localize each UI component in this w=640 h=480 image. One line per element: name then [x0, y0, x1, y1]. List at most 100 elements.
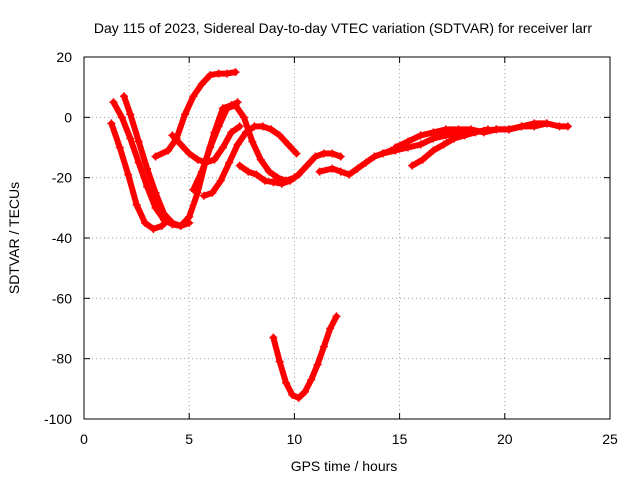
- data-point: [231, 68, 240, 77]
- data-point: [115, 143, 124, 152]
- data-point: [361, 158, 370, 167]
- data-point: [517, 122, 526, 131]
- data-point: [206, 71, 215, 80]
- data-point: [555, 122, 564, 131]
- data-point: [157, 221, 166, 230]
- data-point: [151, 152, 160, 161]
- y-tick-label: 20: [56, 49, 72, 65]
- data-point: [345, 170, 354, 179]
- data-point: [258, 122, 267, 131]
- plot-frame: [83, 56, 611, 420]
- data-point: [267, 125, 276, 134]
- data-point: [248, 137, 257, 146]
- data-point: [370, 152, 379, 161]
- data-point: [353, 164, 362, 173]
- data-point: [542, 119, 551, 128]
- data-point: [250, 122, 259, 131]
- data-point: [126, 110, 135, 119]
- data-point: [223, 69, 232, 78]
- data-point: [164, 146, 173, 155]
- x-tick-label: 5: [185, 431, 193, 447]
- x-tick-label: 10: [287, 431, 303, 447]
- data-point: [189, 185, 198, 194]
- data-point: [336, 167, 345, 176]
- data-point: [168, 131, 177, 140]
- data-point: [244, 167, 253, 176]
- data-point: [391, 146, 400, 155]
- data-point: [303, 161, 312, 170]
- data-point: [239, 113, 248, 122]
- y-tick-label: -40: [52, 230, 72, 246]
- data-point: [286, 176, 295, 185]
- data-point: [416, 131, 425, 140]
- x-tick-label: 0: [80, 431, 88, 447]
- data-point: [505, 125, 514, 134]
- series-track-7: [200, 123, 300, 199]
- data-point: [210, 155, 219, 164]
- data-point: [126, 134, 135, 143]
- data-point: [319, 342, 328, 351]
- data-point: [206, 143, 215, 152]
- data-point: [193, 155, 202, 164]
- data-point: [300, 387, 309, 396]
- data-point: [311, 152, 320, 161]
- data-point: [176, 140, 185, 149]
- y-tick-label: -20: [52, 170, 72, 186]
- data-point: [332, 312, 341, 321]
- data-point: [275, 357, 284, 366]
- data-point: [141, 218, 150, 227]
- data-point: [441, 131, 450, 140]
- chart-title: Day 115 of 2023, Sidereal Day-to-day VTE…: [94, 20, 593, 36]
- data-point: [294, 393, 303, 402]
- data-point: [185, 149, 194, 158]
- x-tick-label: 15: [392, 431, 408, 447]
- data-point: [408, 161, 417, 170]
- axis-ticks: 0 5 10 15 20 25 -100 -80 -60 -40 -20 0 20: [44, 49, 618, 447]
- data-point: [218, 143, 227, 152]
- data-point: [185, 218, 194, 227]
- series-track-4: [152, 69, 239, 160]
- data-point: [151, 203, 160, 212]
- data-point: [328, 164, 337, 173]
- data-point: [235, 161, 244, 170]
- data-point: [107, 119, 116, 128]
- data-point: [214, 122, 223, 131]
- data-point: [418, 155, 427, 164]
- data-point: [197, 80, 206, 89]
- data-point: [492, 125, 501, 134]
- data-point: [450, 134, 459, 143]
- x-tick-label: 20: [497, 431, 513, 447]
- data-point: [132, 200, 141, 209]
- data-point: [168, 218, 177, 227]
- data-point: [159, 209, 168, 218]
- data-point: [124, 170, 133, 179]
- data-point: [117, 113, 126, 122]
- data-point: [199, 191, 208, 200]
- data-point: [319, 149, 328, 158]
- data-point: [149, 224, 158, 233]
- data-point: [284, 140, 293, 149]
- data-point: [225, 158, 234, 167]
- data-point: [328, 149, 337, 158]
- data-point: [378, 149, 387, 158]
- data-point: [288, 390, 297, 399]
- data-point: [235, 122, 244, 131]
- data-point: [313, 360, 322, 369]
- data-point: [336, 152, 345, 161]
- data-point: [460, 131, 469, 140]
- y-tick-label: -60: [52, 290, 72, 306]
- y-axis-label: SDTVAR / TECUs: [6, 182, 22, 294]
- data-point: [180, 110, 189, 119]
- data-point: [176, 221, 185, 230]
- data-point: [471, 128, 480, 137]
- data-point: [307, 375, 316, 384]
- data-point: [208, 188, 217, 197]
- data-point: [134, 137, 143, 146]
- data-point: [294, 170, 303, 179]
- data-point: [233, 140, 242, 149]
- data-point: [315, 167, 324, 176]
- series-layer: [107, 68, 572, 402]
- data-point: [275, 131, 284, 140]
- data-point: [326, 324, 335, 333]
